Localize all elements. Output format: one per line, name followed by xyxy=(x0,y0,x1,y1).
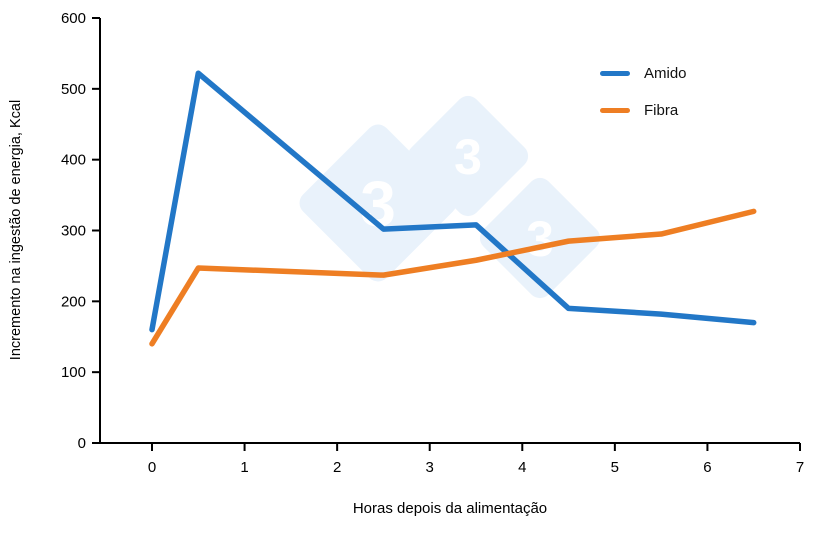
svg-text:3: 3 xyxy=(526,211,554,267)
legend-label-amido: Amido xyxy=(644,65,687,82)
legend-swatch-amido xyxy=(600,71,630,76)
y-tick-label: 200 xyxy=(61,293,86,310)
x-axis-title: Horas depois da alimentação xyxy=(353,500,547,517)
series-line-fibra xyxy=(149,208,757,347)
y-tick-label: 500 xyxy=(61,81,86,98)
x-tick-label: 6 xyxy=(703,459,711,476)
x-tick-label: 1 xyxy=(240,459,248,476)
y-tick-label: 100 xyxy=(61,364,86,381)
series-line-amido xyxy=(149,70,757,333)
legend-swatch-fibra xyxy=(600,108,630,113)
x-tick-label: 0 xyxy=(148,459,156,476)
y-axis-title: Incremento na ingestão de energia, Kcal xyxy=(8,100,24,360)
y-tick-label: 0 xyxy=(78,435,86,452)
x-tick-label: 4 xyxy=(518,459,526,476)
svg-text:3: 3 xyxy=(454,129,482,185)
x-tick-label: 2 xyxy=(333,459,341,476)
x-tick-label: 5 xyxy=(611,459,619,476)
x-tick-label: 3 xyxy=(426,459,434,476)
legend-item-amido: Amido xyxy=(600,66,687,81)
y-tick-label: 600 xyxy=(61,10,86,27)
y-tick-label: 400 xyxy=(61,152,86,169)
x-tick-label: 7 xyxy=(796,459,804,476)
watermark-diamond-icon: 3 xyxy=(479,177,601,299)
legend-label-fibra: Fibra xyxy=(644,102,679,119)
legend-item-fibra: Fibra xyxy=(600,103,687,118)
y-tick-label: 300 xyxy=(61,223,86,240)
watermark-diamond-icon: 3 xyxy=(407,95,529,217)
legend: Amido Fibra xyxy=(600,66,687,118)
